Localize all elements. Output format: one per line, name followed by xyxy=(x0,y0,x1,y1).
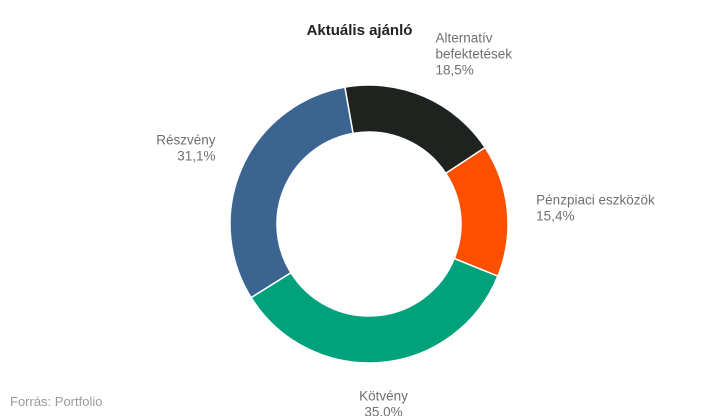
labels-layer: Alternatív befektetések 18,5% Pénzpiaci esz… xyxy=(156,31,655,416)
slice-alternativ-befektetesek xyxy=(343,84,487,175)
slice-name-label: Részvény xyxy=(156,133,216,148)
slice-name-label: befektetések xyxy=(435,47,512,62)
slice-reszveny xyxy=(229,86,354,299)
slices-layer xyxy=(229,84,509,364)
chart-title: Aktuális ajánló xyxy=(306,22,413,39)
slice-value-label: 15,4% xyxy=(536,208,574,223)
slice-value-label: 31,1% xyxy=(177,149,215,164)
slice-value-label: 18,5% xyxy=(435,63,473,78)
slice-name-label: Alternatív xyxy=(435,31,492,46)
slice-label-reszveny: Részvény 31,1% xyxy=(156,133,216,164)
slice-value-label: 35,0% xyxy=(364,404,402,416)
slice-name-label: Pénzpiaci eszközök xyxy=(536,192,655,207)
source-note: Forrás: Portfolio xyxy=(10,394,103,409)
slice-label-kotveny: Kötvény 35,0% xyxy=(359,388,408,416)
slice-kotveny xyxy=(250,257,499,364)
slice-label-penzpiaci-eszkozok: Pénzpiaci eszközök 15,4% xyxy=(536,192,655,223)
slice-label-alternativ-befektetesek: Alternatív befektetések 18,5% xyxy=(435,31,512,78)
slice-name-label: Kötvény xyxy=(359,388,408,403)
slice-penzpiaci-eszkozok xyxy=(444,146,509,278)
